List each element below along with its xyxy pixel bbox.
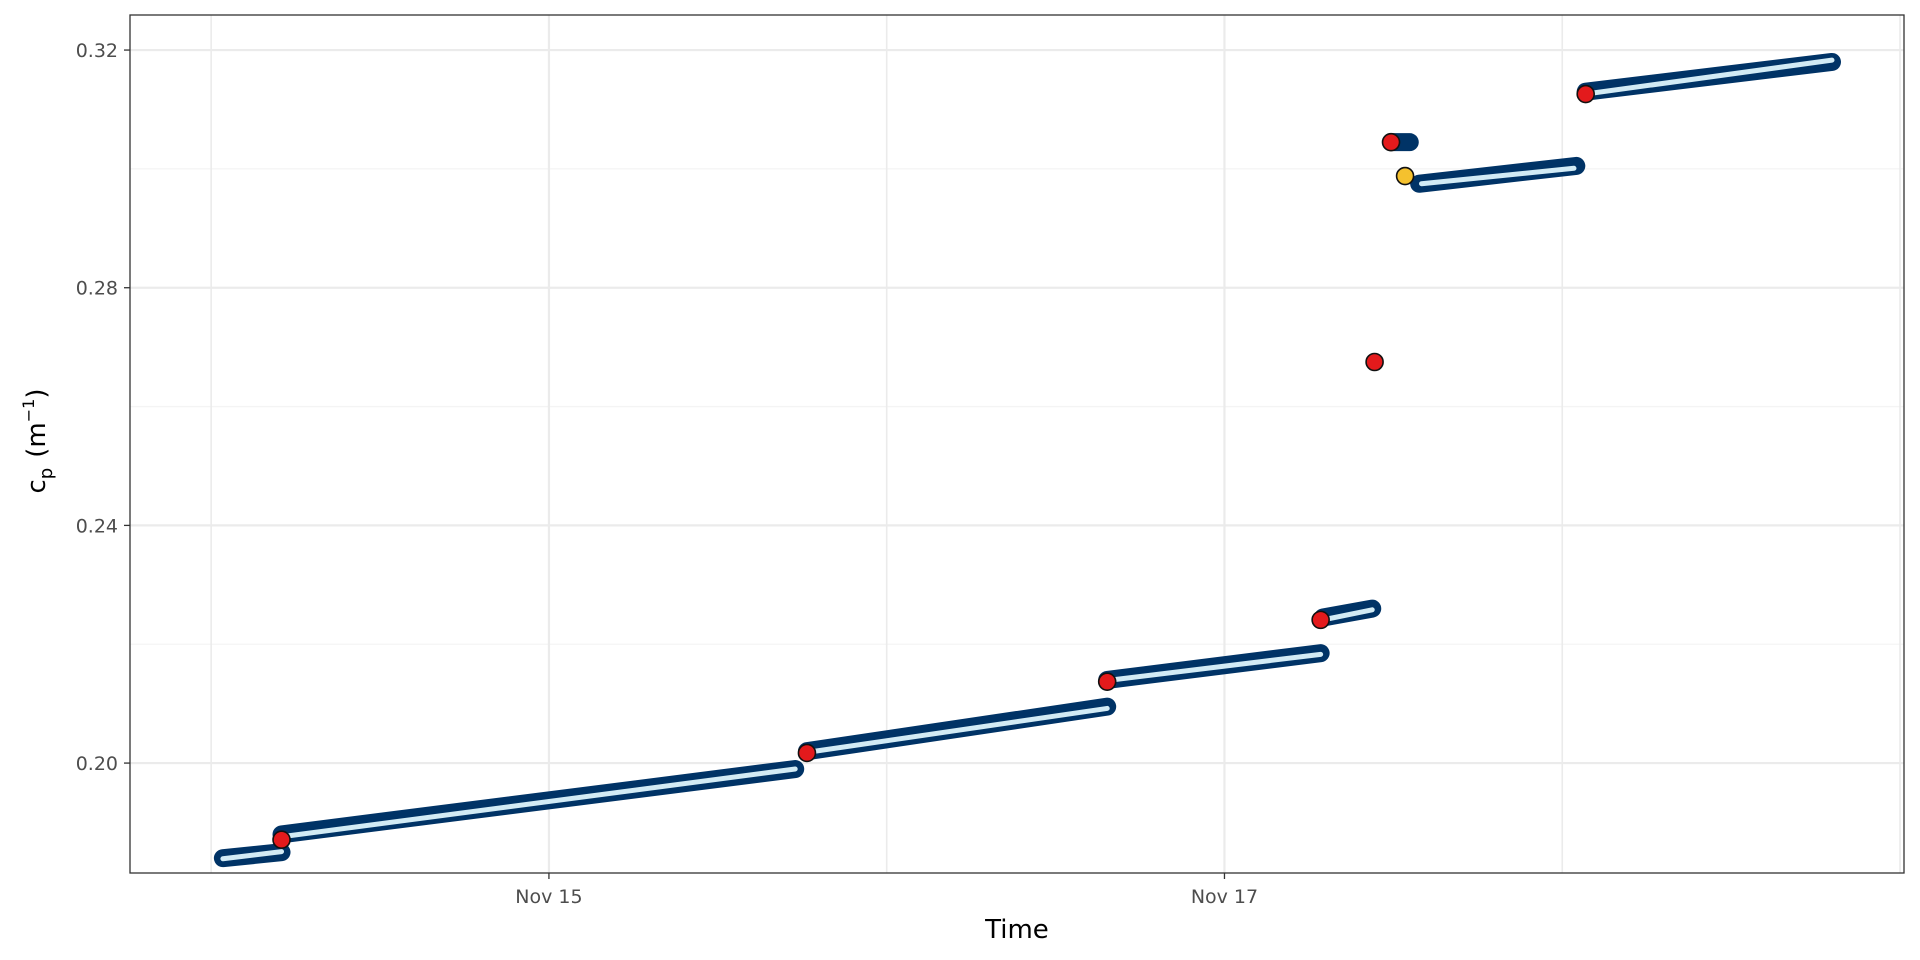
y-axis-title: cp (m−1): [19, 389, 57, 494]
red-marker-6: [1381, 132, 1401, 152]
y-tick-label: 0.20: [76, 753, 118, 775]
y-axis-title-superscript: −1: [19, 399, 38, 423]
y-axis-title-unit-open: (m: [22, 422, 52, 457]
fit-line-5: [1320, 607, 1375, 623]
fit-line-3: [804, 705, 1110, 755]
red-marker-2: [797, 743, 817, 763]
markers: [272, 84, 1595, 850]
fit-line-4: [1104, 651, 1324, 683]
y-axis-title-base: c: [22, 479, 52, 493]
red-marker-5: [1365, 352, 1384, 372]
x-axis-title: Time: [984, 915, 1049, 945]
panel-border: [129, 14, 1905, 874]
y-axis-title-unit-close: ): [22, 389, 52, 399]
fit-line-6: [1419, 165, 1577, 187]
grid-major: [130, 15, 1904, 873]
yellow-marker-7: [1395, 166, 1415, 186]
red-marker-8: [1576, 84, 1595, 104]
x-tick-label: Nov 17: [1191, 886, 1258, 908]
fit-lines: [220, 57, 1835, 862]
fit-line-7: [1583, 57, 1835, 97]
y-axis: 0.20 0.24 0.28 0.32: [76, 40, 130, 775]
grid-minor: [130, 15, 1904, 873]
red-marker-3: [1097, 672, 1117, 691]
red-marker-1: [272, 830, 291, 850]
x-axis: Nov 15 Nov 17: [515, 873, 1258, 908]
x-tick-label: Nov 15: [515, 886, 582, 908]
fit-line-2: [279, 766, 798, 840]
fit-line-1: [220, 849, 285, 862]
y-tick-label: 0.32: [76, 40, 118, 62]
y-axis-title-subscript: p: [36, 468, 57, 479]
y-tick-label: 0.24: [76, 515, 118, 537]
data-points: [213, 52, 1841, 868]
y-tick-label: 0.28: [76, 278, 118, 300]
red-marker-4: [1311, 610, 1330, 630]
